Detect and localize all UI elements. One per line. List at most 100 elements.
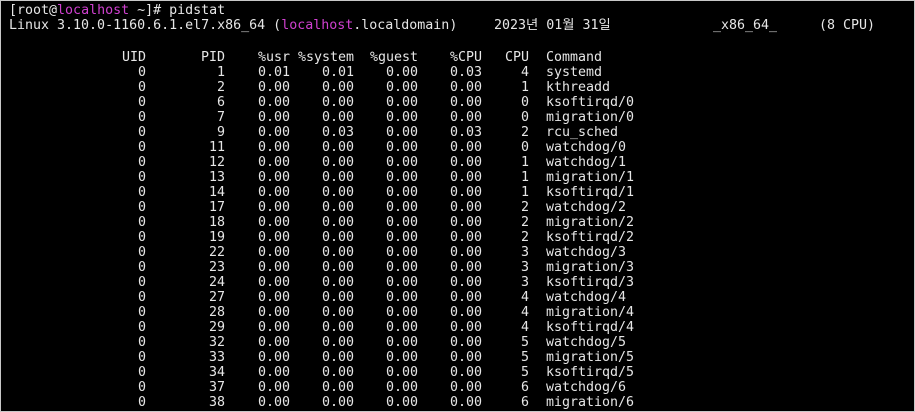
guest-cell: 0.00 [385, 320, 418, 335]
cpu-pct-cell: 0.03 [449, 125, 482, 140]
process-row: 0 23 0.00 0.00 0.00 0.00 3 migration/3 [9, 260, 634, 275]
usr-cell: 0.00 [257, 245, 290, 260]
usr-cell: 0.00 [257, 200, 290, 215]
cpu-cell: 2 [520, 215, 529, 230]
cpu-pct-cell: 0.00 [449, 365, 482, 380]
system-cell: 0.00 [321, 395, 354, 410]
pid-cell: 1 [216, 65, 225, 80]
guest-cell: 0.00 [385, 275, 418, 290]
usr-cell: 0.00 [257, 350, 290, 365]
process-row: 0 13 0.00 0.00 0.00 0.00 1 migration/1 [9, 170, 634, 185]
command-cell: watchdog/2 [546, 200, 627, 215]
process-row: 0 18 0.00 0.00 0.00 0.00 2 migration/2 [9, 215, 634, 230]
system-cell: 0.03 [321, 125, 354, 140]
cpu-cell: 5 [520, 365, 529, 380]
guest-cell: 0.00 [385, 155, 418, 170]
cpu-pct-cell: 0.00 [449, 380, 482, 395]
system-cell: 0.00 [321, 230, 354, 245]
cpu-pct-cell: 0.03 [449, 65, 482, 80]
usr-cell: 0.01 [257, 65, 290, 80]
guest-cell: 0.00 [385, 65, 418, 80]
command-cell: ksoftirqd/2 [546, 230, 635, 245]
cpu-cell: 5 [520, 350, 529, 365]
uid-cell: 0 [137, 80, 146, 95]
cpu-cell: 1 [520, 80, 529, 95]
cpu-cell: 5 [520, 335, 529, 350]
uid-cell: 0 [137, 155, 146, 170]
pid-cell: 6 [216, 95, 225, 110]
uid-cell: 0 [137, 230, 146, 245]
cpu-cell: 3 [520, 275, 529, 290]
cpu-cell: 0 [520, 140, 529, 155]
uid-cell: 0 [137, 65, 146, 80]
cpu-pct-cell: 0.00 [449, 170, 482, 185]
process-row: 0 37 0.00 0.00 0.00 0.00 6 watchdog/6 [9, 380, 626, 395]
usr-cell: 0.00 [257, 395, 290, 410]
guest-cell: 0.00 [385, 335, 418, 350]
pid-cell: 9 [216, 125, 225, 140]
cpu-cell: 6 [520, 380, 529, 395]
command-cell: migration/2 [546, 215, 635, 230]
usr-cell: 0.00 [257, 140, 290, 155]
cpu-pct-cell: 0.00 [449, 215, 482, 230]
pid-cell: 13 [208, 170, 225, 185]
system-cell: %system [297, 50, 354, 65]
cpu-pct-cell: 0.00 [449, 245, 482, 260]
cpu-pct-cell: 0.00 [449, 185, 482, 200]
cpu-cell: 4 [520, 65, 529, 80]
process-row: 0 17 0.00 0.00 0.00 0.00 2 watchdog/2 [9, 200, 626, 215]
system-cell: 0.00 [321, 275, 354, 290]
usr-cell: 0.00 [257, 260, 290, 275]
usr-cell: 0.00 [257, 230, 290, 245]
cpu-cell: 1 [520, 170, 529, 185]
command-cell: kthreadd [546, 80, 611, 95]
uid-cell: 0 [137, 275, 146, 290]
usr-cell: 0.00 [257, 290, 290, 305]
command-cell: migration/1 [546, 170, 635, 185]
uid-cell: 0 [137, 200, 146, 215]
cpu-cell: CPU [504, 50, 529, 65]
prompt-line: [root@localhost ~]# pidstat [9, 3, 225, 18]
arch: _x86_64_ [713, 18, 778, 33]
process-row: 0 14 0.00 0.00 0.00 0.00 1 ksoftirqd/1 [9, 185, 634, 200]
process-row: 0 7 0.00 0.00 0.00 0.00 0 migration/0 [9, 110, 634, 125]
system-cell: 0.00 [321, 305, 354, 320]
hostname: localhost [281, 18, 354, 33]
system-cell: 0.00 [321, 380, 354, 395]
command-cell: watchdog/5 [546, 335, 627, 350]
command-cell: ksoftirqd/1 [546, 185, 635, 200]
prompt-user: [root@ [9, 3, 58, 18]
system-cell: 0.00 [321, 320, 354, 335]
uid-cell: UID [121, 50, 146, 65]
cpu-pct-cell: 0.00 [449, 320, 482, 335]
guest-cell: 0.00 [385, 365, 418, 380]
command-cell: migration/0 [546, 110, 635, 125]
usr-cell: 0.00 [257, 215, 290, 230]
cpu-cell: 2 [520, 200, 529, 215]
command-cell: ksoftirqd/4 [546, 320, 635, 335]
uid-cell: 0 [137, 380, 146, 395]
cpu-cell: 3 [520, 245, 529, 260]
process-row: 0 12 0.00 0.00 0.00 0.00 1 watchdog/1 [9, 155, 626, 170]
cpu-cell: 3 [520, 260, 529, 275]
pid-cell: 7 [216, 110, 225, 125]
command-cell: ksoftirqd/3 [546, 275, 635, 290]
system-cell: 0.00 [321, 290, 354, 305]
usr-cell: 0.00 [257, 275, 290, 290]
guest-cell: 0.00 [385, 395, 418, 410]
guest-cell: 0.00 [385, 290, 418, 305]
pid-cell: 37 [208, 380, 225, 395]
uid-cell: 0 [137, 395, 146, 410]
header-row: UID PID %usr %system %guest %CPU CPU Command [9, 50, 602, 65]
cpu-pct-cell: 0.00 [449, 80, 482, 95]
command-cell: watchdog/4 [546, 290, 627, 305]
system-cell: 0.01 [321, 65, 354, 80]
guest-cell: 0.00 [385, 260, 418, 275]
cpu-cell: 1 [520, 155, 529, 170]
guest-cell: %guest [369, 50, 418, 65]
pid-cell: 27 [208, 290, 225, 305]
command-cell: watchdog/3 [546, 245, 627, 260]
command-cell: watchdog/0 [546, 140, 627, 155]
system-cell: 0.00 [321, 200, 354, 215]
guest-cell: 0.00 [385, 95, 418, 110]
